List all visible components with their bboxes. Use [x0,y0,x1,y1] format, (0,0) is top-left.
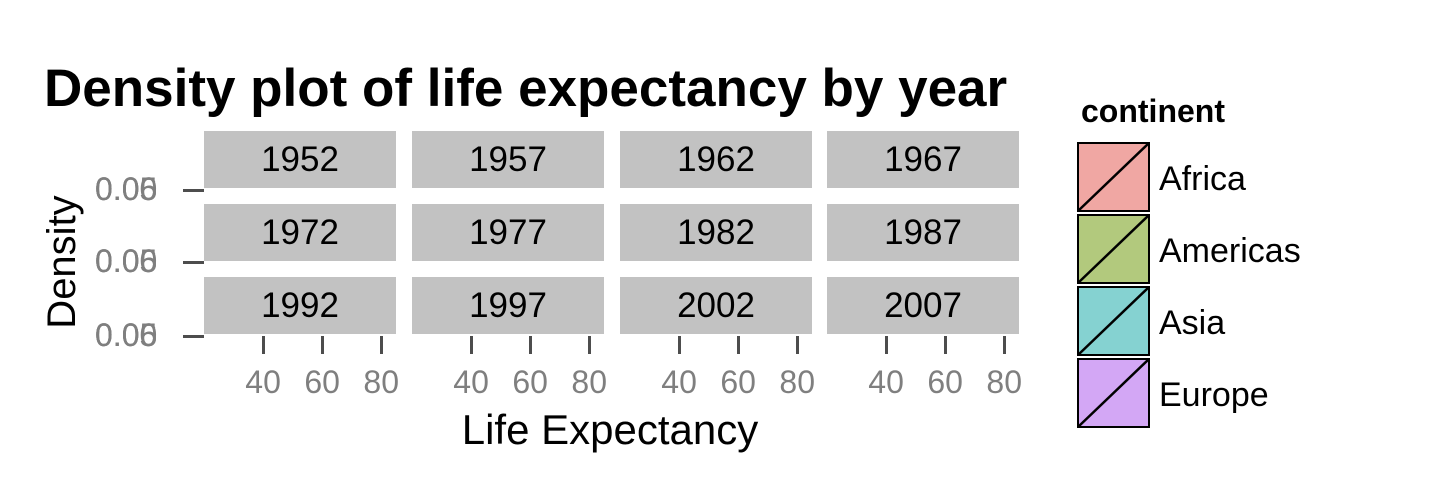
y-tick-mark [183,260,204,264]
x-tick-label: 80 [779,364,816,400]
x-tick-label: 60 [512,364,548,400]
x-tick-mark [320,336,324,354]
legend-key-europe [1077,358,1150,428]
facet-strip-1977: 1977 [412,204,604,261]
legend-title: continent [1081,93,1225,129]
facet-strip-2007: 2007 [827,277,1019,334]
x-tick-mark [677,336,681,354]
x-tick-label: 40 [661,364,697,400]
x-tick-label: 40 [245,364,281,400]
facet-strip-2002: 2002 [620,277,812,334]
facet-strip-1987: 1987 [827,204,1019,261]
y-tick-label: 0.05 [95,171,158,207]
facet-strip-1967: 1967 [827,131,1019,188]
y-tick-label: 0.00 [95,317,158,353]
y-tick-label: 0.05 [95,243,158,279]
chart-title: Density plot of life expectancy by year [44,59,1008,118]
facet-strip-1997: 1997 [412,277,604,334]
legend-label-europe: Europe [1159,376,1269,414]
x-tick-mark [261,336,265,354]
facet-strip-1982: 1982 [620,204,812,261]
y-tick-mark [183,188,204,192]
x-tick-mark [795,336,799,354]
x-tick-mark [1002,336,1006,354]
y-tick-label: 0.06 [95,317,158,353]
legend-label-asia: Asia [1159,304,1226,342]
x-tick-label: 80 [571,364,608,400]
legend-diagonal [1077,142,1150,212]
x-tick-label: 60 [304,364,340,400]
facet-strip-1952: 1952 [204,131,396,188]
x-axis-label: Life Expectancy [461,406,759,453]
legend-key-asia [1077,286,1150,356]
x-tick-label: 40 [453,364,489,400]
y-tick-label: 0.06 [95,243,158,279]
x-tick-label: 40 [868,364,904,400]
y-tick-labels-row-2: 0.00 0.05 0.06 [95,245,180,279]
y-tick-labels-row-1: 0.00 0.05 0.06 [95,173,180,207]
y-tick-label: 0.00 [95,243,158,279]
legend-diagonal [1077,286,1150,356]
x-tick-mark [379,336,383,354]
legend-key-africa [1077,142,1150,212]
legend-key-americas [1077,214,1150,284]
legend-diagonal [1077,214,1150,284]
facet-strip-1962: 1962 [620,131,812,188]
facet-strip-1992: 1992 [204,277,396,334]
x-tick-mark [587,336,591,354]
facet-strip-1972: 1972 [204,204,396,261]
y-axis-label: Density [40,195,84,329]
x-tick-label: 60 [720,364,756,400]
x-tick-mark [884,336,888,354]
legend-diagonal [1077,358,1150,428]
legend-label-americas: Americas [1159,232,1301,270]
x-tick-label: 80 [986,364,1023,400]
x-tick-label: 80 [363,364,400,400]
x-tick-mark [469,336,473,354]
facet-strip-1957: 1957 [412,131,604,188]
y-tick-labels-row-3: 0.00 0.05 0.06 [95,319,180,353]
x-tick-mark [528,336,532,354]
x-tick-label: 60 [927,364,963,400]
legend-label-africa: Africa [1159,160,1246,198]
x-tick-mark [943,336,947,354]
y-tick-mark [183,334,204,338]
y-tick-label: 0.06 [95,171,158,207]
x-tick-mark [736,336,740,354]
y-tick-label: 0.05 [95,317,158,353]
y-tick-label: 0.00 [95,171,158,207]
